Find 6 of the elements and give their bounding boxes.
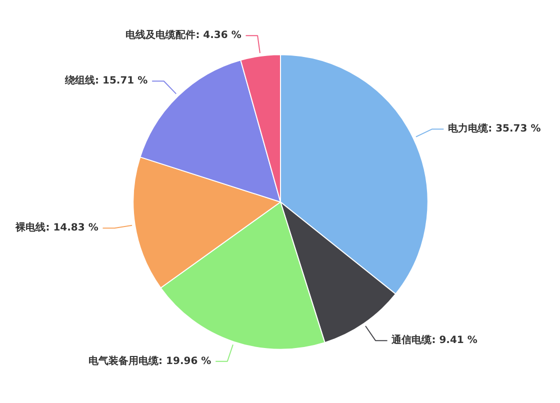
slice-label: 绕组线: 15.71 % <box>64 74 148 87</box>
slice-label: 通信电缆: 9.41 % <box>390 334 478 346</box>
slice-label: 电气装备用电缆: 19.96 % <box>88 354 212 367</box>
slice-label: 电力电缆: 35.73 % <box>448 122 541 135</box>
slice-label: 裸电线: 14.83 % <box>14 222 98 234</box>
slice-label: 电线及电缆配件: 4.36 % <box>126 29 242 42</box>
